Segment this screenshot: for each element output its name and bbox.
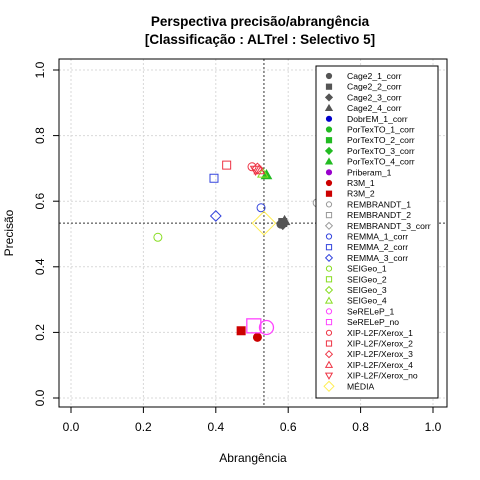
legend-marker-xip-l2f-xerox-4 xyxy=(324,360,334,368)
point-remma-3-corr xyxy=(209,210,222,222)
legend-marker-seigeo-2 xyxy=(325,276,333,283)
legend-label-cage2-4-corr: Cage2_4_corr xyxy=(347,103,402,113)
legend-label-portexto-4-corr: PorTexTO_4_corr xyxy=(347,157,415,167)
legend-marker-rembrandt-2 xyxy=(325,212,333,219)
x-tick-label: 0.4 xyxy=(207,420,224,434)
reference-lines xyxy=(59,59,447,407)
legend-label-seigeo-2: SEIGeo_2 xyxy=(347,274,387,284)
point-xip-l2f-xerox-2 xyxy=(222,160,232,170)
point-cage2-4-corr xyxy=(278,214,291,226)
y-axis-label: Precisão xyxy=(2,209,16,256)
legend-marker-cage2-1-corr xyxy=(325,72,333,80)
legend-marker-serelep-no xyxy=(325,319,333,326)
point-remma-1-corr xyxy=(256,203,266,213)
y-tick-label: 0.4 xyxy=(33,258,47,275)
legend: Cage2_1_corrCage2_2_corrCage2_3_corrCage… xyxy=(315,65,439,399)
legend-marker-rembrandt-1 xyxy=(325,201,333,208)
y-tick-label: 0.0 xyxy=(33,389,47,406)
point-seigeo-1 xyxy=(153,232,163,242)
legend-marker-seigeo-4 xyxy=(324,296,334,304)
legend-marker-rembrandt-3-corr xyxy=(324,221,334,230)
legend-label-portexto-3-corr: PorTexTO_3_corr xyxy=(347,146,415,156)
legend-label-m-dia: MÉDIA xyxy=(347,381,374,391)
legend-label-r3m-1: R3M_1 xyxy=(347,178,375,188)
legend-marker-portexto-3-corr xyxy=(324,146,334,155)
legend-marker-r3m-2 xyxy=(325,190,333,197)
legend-marker-xip-l2f-xerox-2 xyxy=(325,340,333,347)
x-axis-label: Abrangência xyxy=(219,451,287,465)
legend-label-r3m-2: R3M_2 xyxy=(347,189,375,199)
legend-label-serelep-1: SeRELeP_1 xyxy=(347,306,395,316)
chart-title: Perspectiva precisão/abrangência xyxy=(151,14,370,29)
legend-marker-remma-3-corr xyxy=(324,253,334,262)
legend-marker-serelep-1 xyxy=(325,308,333,315)
plot-frame xyxy=(58,58,448,408)
legend-marker-seigeo-1 xyxy=(325,265,333,272)
legend-label-xip-l2f-xerox-1: XIP-L2F/Xerox_1 xyxy=(347,328,413,338)
y-tick-label: 0.8 xyxy=(33,127,47,144)
point-remma-2-corr xyxy=(209,173,219,183)
legend-marker-priberam-1 xyxy=(325,169,333,176)
legend-label-serelep-no: SeRELeP_no xyxy=(347,317,399,327)
legend-marker-remma-2-corr xyxy=(325,244,333,251)
legend-label-portexto-2-corr: PorTexTO_2_corr xyxy=(347,135,415,145)
legend-marker-m-dia xyxy=(323,380,335,392)
point-xip-l2f-xerox-4 xyxy=(253,164,266,175)
y-tick-label: 0.2 xyxy=(33,324,47,341)
x-tick-label: 1.0 xyxy=(425,420,442,434)
point-serelep-1 xyxy=(258,319,275,336)
legend-label-dobrem-1-corr: DobrEM_1_corr xyxy=(347,114,408,124)
legend-marker-cage2-2-corr xyxy=(325,83,333,90)
legend-marker-cage2-4-corr xyxy=(324,103,334,112)
legend-label-portexto-1-corr: PorTexTO_1_corr xyxy=(347,125,415,135)
legend-label-rembrandt-3-corr: REMBRANDT_3_corr xyxy=(347,221,431,231)
legend-label-seigeo-4: SEIGeo_4 xyxy=(347,296,387,306)
legend-label-remma-2-corr: REMMA_2_corr xyxy=(347,242,408,252)
point-seigeo-4 xyxy=(256,167,269,178)
legend-marker-dobrem-1-corr xyxy=(325,115,333,122)
legend-label-cage2-2-corr: Cage2_2_corr xyxy=(347,82,402,92)
point-r3m-1 xyxy=(252,332,262,342)
axis-ticks: 0.0 0.2 0.4 0.6 0.8 1.0 0.0 0.2 0.4 0.6 0.8 1.0 xyxy=(33,61,442,434)
legend-label-remma-3-corr: REMMA_3_corr xyxy=(347,253,408,263)
x-tick-label: 0.2 xyxy=(135,420,152,434)
legend-marker-portexto-2-corr xyxy=(325,137,333,144)
legend-marker-xip-l2f-xerox-1 xyxy=(325,329,333,336)
point-serelep-no xyxy=(246,318,262,334)
legend-marker-xip-l2f-xerox-no xyxy=(324,372,334,380)
x-tick-label: 0.8 xyxy=(352,420,369,434)
x-tick-label: 0.6 xyxy=(280,420,297,434)
legend-marker-portexto-1-corr xyxy=(325,126,333,133)
legend-label-xip-l2f-xerox-3: XIP-L2F/Xerox_3 xyxy=(347,349,413,359)
legend-label-remma-1-corr: REMMA_1_corr xyxy=(347,232,408,242)
legend-label-rembrandt-2: REMBRANDT_2 xyxy=(347,210,411,220)
legend-label-xip-l2f-xerox-4: XIP-L2F/Xerox_4 xyxy=(347,360,413,370)
legend-box xyxy=(315,65,439,399)
legend-label-rembrandt-1: REMBRANDT_1 xyxy=(347,199,411,209)
legend-label-priberam-1: Priberam_1 xyxy=(347,167,392,177)
x-tick-label: 0.0 xyxy=(63,420,80,434)
point-xip-l2f-xerox-no xyxy=(249,165,262,177)
legend-label-cage2-1-corr: Cage2_1_corr xyxy=(347,71,402,81)
legend-marker-portexto-4-corr xyxy=(324,157,334,165)
y-tick-label: 1.0 xyxy=(33,61,47,78)
legend-label-xip-l2f-xerox-no: XIP-L2F/Xerox_no xyxy=(347,371,418,381)
legend-label-cage2-3-corr: Cage2_3_corr xyxy=(347,92,402,102)
legend-marker-xip-l2f-xerox-3 xyxy=(324,350,334,359)
y-tick-label: 0.6 xyxy=(33,193,47,210)
legend-label-xip-l2f-xerox-2: XIP-L2F/Xerox_2 xyxy=(347,339,413,349)
point-m-dia xyxy=(251,210,277,236)
legend-marker-r3m-1 xyxy=(325,179,333,187)
legend-marker-remma-1-corr xyxy=(325,233,333,240)
legend-marker-seigeo-3 xyxy=(324,285,334,295)
legend-label-seigeo-3: SEIGeo_3 xyxy=(347,285,387,295)
legend-marker-cage2-3-corr xyxy=(324,93,334,102)
chart-subtitle: [Classificação : ALTrel : Selectivo 5] xyxy=(145,32,375,47)
legend-label-seigeo-1: SEIGeo_1 xyxy=(347,264,387,274)
point-r3m-2 xyxy=(236,326,246,336)
data-points xyxy=(153,160,322,342)
